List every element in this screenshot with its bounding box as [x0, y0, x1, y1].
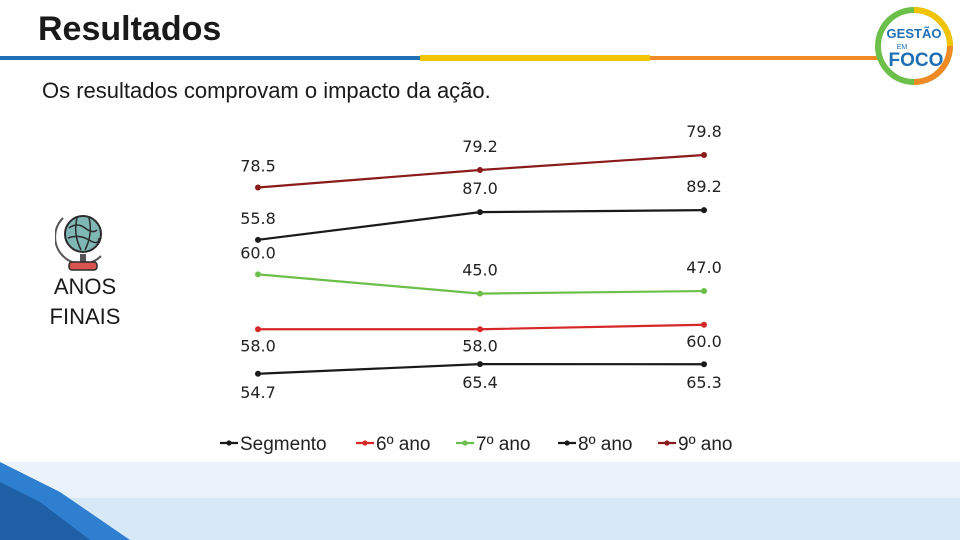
data-point [701, 321, 707, 328]
data-point [477, 326, 483, 333]
data-point [255, 184, 261, 191]
data-label: 60.0 [686, 332, 722, 351]
slide-subtitle: Os resultados comprovam o impacto da açã… [42, 78, 491, 103]
gestao-em-foco-logo: GESTÃO EM FOCO [875, 7, 953, 85]
data-label: 55.8 [240, 209, 276, 228]
data-label: 79.2 [462, 137, 498, 156]
svg-text:GESTÃO: GESTÃO [887, 26, 942, 41]
data-label: 89.2 [686, 177, 722, 196]
data-label: 78.5 [240, 157, 276, 176]
data-point [701, 207, 707, 214]
anos-finais-label: ANOS FINAIS [30, 272, 140, 332]
data-label: 87.0 [462, 179, 498, 198]
data-point [477, 290, 483, 297]
legend-label: 6º ano [376, 434, 431, 455]
data-label: 58.0 [462, 336, 498, 355]
data-point [477, 361, 483, 368]
data-label: 79.8 [686, 122, 722, 141]
legend-marker [664, 440, 670, 446]
legend-label: 7º ano [476, 434, 531, 455]
data-label: 65.3 [686, 373, 722, 392]
data-label: 45.0 [462, 261, 498, 280]
legend-label: 9º ano [678, 434, 733, 455]
data-point [255, 370, 261, 377]
data-point [701, 288, 707, 295]
data-label: 47.0 [686, 258, 722, 277]
legend-marker [362, 440, 368, 446]
data-point [255, 271, 261, 278]
legend-marker [226, 440, 232, 446]
data-point [701, 152, 707, 158]
legend-label: 8º ano [578, 434, 633, 455]
svg-text:FOCO: FOCO [889, 50, 944, 71]
data-label: 65.4 [462, 373, 498, 392]
legend-marker [564, 440, 570, 446]
slide-title: Resultados [38, 10, 222, 48]
data-point [255, 326, 261, 333]
data-point [477, 209, 483, 216]
side-label-line2: FINAIS [49, 304, 121, 329]
side-label-line1: ANOS [53, 274, 117, 299]
data-label: 60.0 [240, 243, 276, 262]
globe-icon [55, 215, 102, 271]
data-point [701, 361, 707, 368]
title-underline [0, 55, 880, 61]
data-point [255, 236, 261, 243]
data-label: 54.7 [240, 383, 276, 402]
data-point [477, 167, 483, 173]
svg-text:EM: EM [897, 44, 908, 51]
legend-label: Segmento [240, 434, 327, 455]
data-label: 58.0 [240, 336, 276, 355]
bottom-decorative-band [0, 462, 960, 540]
legend-marker [462, 440, 468, 446]
